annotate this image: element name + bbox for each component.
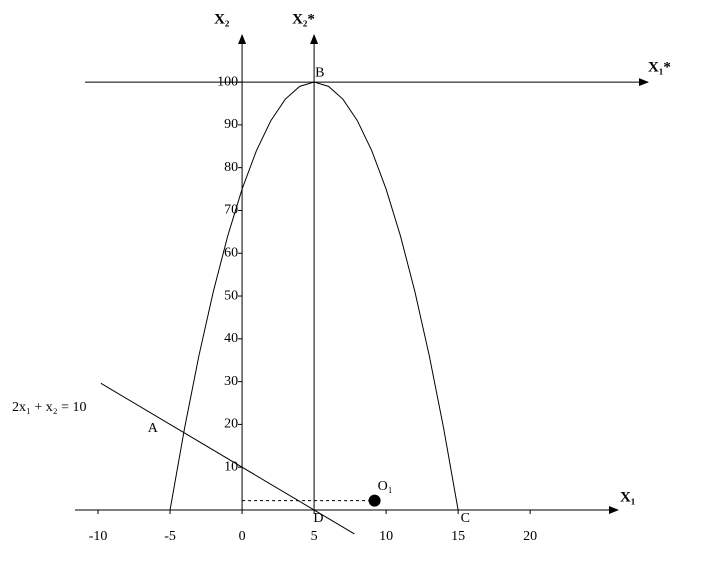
annotation: A: [148, 421, 159, 436]
x-axis-label: X₁: [620, 489, 635, 505]
y-tick-label: 20: [224, 417, 238, 432]
y2-axis-label: X₂*: [292, 11, 315, 27]
y-tick-label: 80: [224, 160, 238, 175]
annotation: B: [315, 66, 324, 81]
y-tick-label: 30: [224, 374, 238, 389]
x-tick-label: 15: [451, 529, 465, 544]
annotation: D: [313, 511, 323, 526]
x-tick-label: 20: [523, 529, 537, 544]
annotation: C: [461, 511, 470, 526]
y-tick-label: 90: [224, 117, 238, 132]
x-tick-label: 5: [311, 529, 318, 544]
y-tick-label: 40: [224, 331, 238, 346]
x-tick-label: 10: [379, 529, 393, 544]
curve: [100, 382, 355, 535]
point: [368, 494, 381, 507]
x-tick-label: 0: [239, 529, 246, 544]
y-axis-label: X₂: [214, 11, 230, 27]
x2-axis-label: X₁*: [648, 60, 671, 76]
y-tick-label: 10: [224, 459, 238, 474]
point-label: O₁: [378, 479, 393, 494]
y-tick-label: 50: [224, 288, 238, 303]
x-tick-label: -5: [164, 529, 176, 544]
y-tick-label: 60: [224, 245, 238, 260]
y-tick-label: 100: [217, 74, 238, 89]
curve: [169, 81, 459, 511]
equation: 2x₁ + x₂ = 10: [12, 400, 87, 415]
x-tick-label: -10: [89, 529, 108, 544]
